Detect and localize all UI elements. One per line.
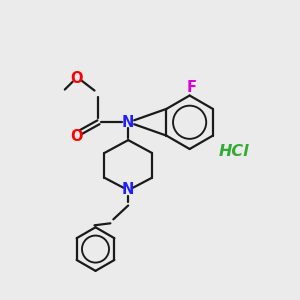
Text: F: F (187, 80, 196, 95)
Text: O: O (70, 129, 83, 144)
Text: N: N (122, 115, 134, 130)
Text: O: O (70, 71, 83, 86)
Text: N: N (122, 182, 134, 197)
Text: HCl: HCl (219, 145, 250, 160)
